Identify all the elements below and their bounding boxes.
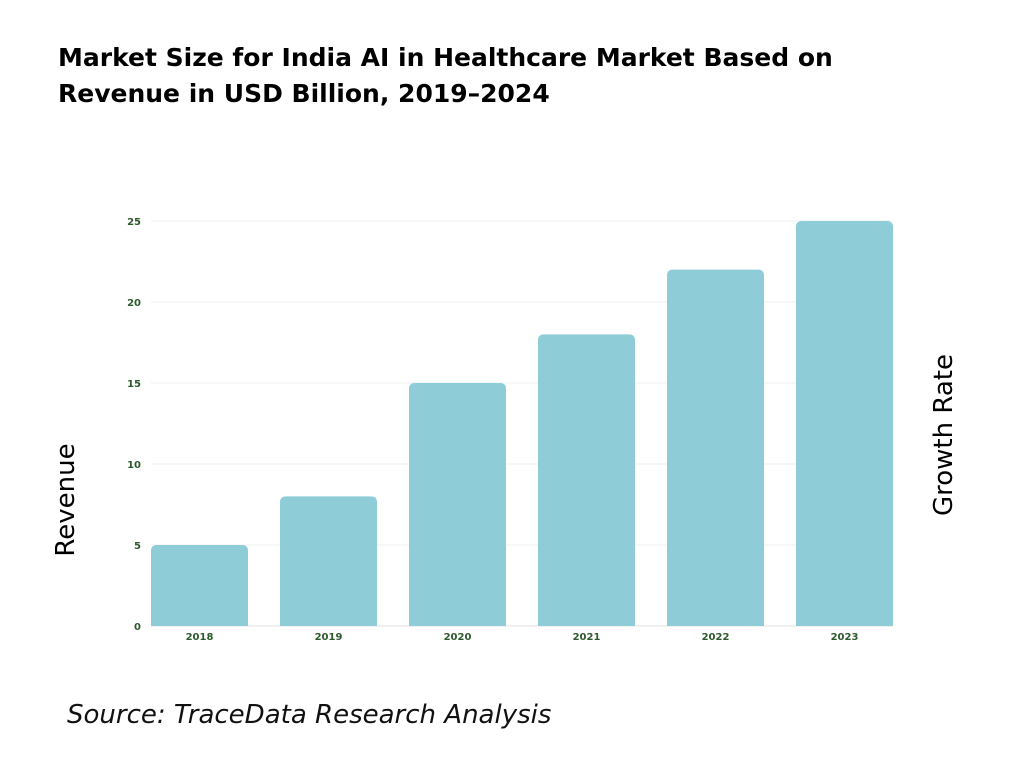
bar-2023 bbox=[796, 221, 893, 626]
chart-title: Market Size for India AI in Healthcare M… bbox=[58, 43, 833, 108]
x-tick-label: 2020 bbox=[444, 632, 472, 643]
y-tick-label: 25 bbox=[127, 217, 141, 228]
x-tick-label: 2023 bbox=[831, 632, 859, 643]
bar-2020 bbox=[409, 383, 506, 626]
bar-2018 bbox=[151, 545, 248, 626]
x-tick-label: 2019 bbox=[315, 632, 343, 643]
bar-2019 bbox=[280, 496, 377, 626]
x-tick-label: 2022 bbox=[702, 632, 730, 643]
x-tick-label: 2018 bbox=[186, 632, 214, 643]
y-tick-label: 15 bbox=[127, 379, 141, 390]
y-tick-label: 20 bbox=[127, 298, 141, 309]
x-tick-label: 2021 bbox=[573, 632, 601, 643]
y-tick-label: 0 bbox=[134, 622, 141, 633]
bar-2022 bbox=[667, 269, 764, 626]
y-tick-label: 5 bbox=[134, 541, 141, 552]
source-note: Source: TraceData Research Analysis bbox=[67, 700, 552, 730]
bar-2021 bbox=[538, 334, 635, 626]
y-tick-label: 10 bbox=[127, 460, 141, 471]
